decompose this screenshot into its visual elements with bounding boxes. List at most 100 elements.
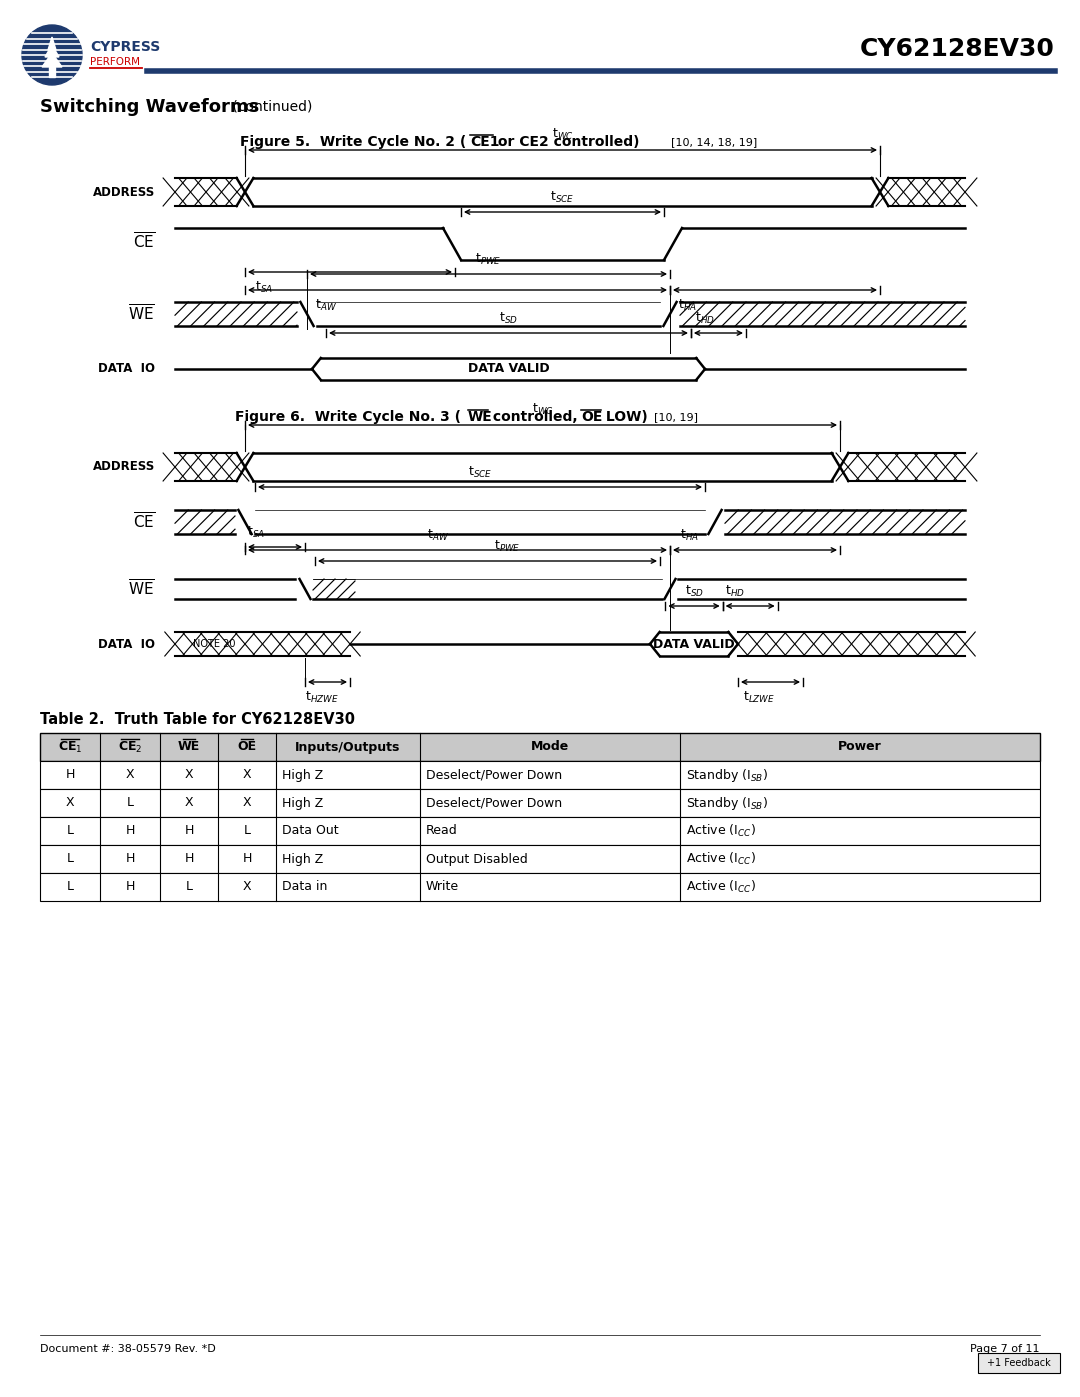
Text: H: H: [185, 852, 193, 866]
Polygon shape: [49, 67, 55, 77]
Text: t$_{WC}$: t$_{WC}$: [552, 127, 573, 142]
Text: t$_{SD}$: t$_{SD}$: [685, 584, 703, 599]
Text: H: H: [242, 852, 252, 866]
Text: H: H: [125, 880, 135, 894]
Text: t$_{HZWE}$: t$_{HZWE}$: [305, 690, 339, 705]
Text: L: L: [243, 824, 251, 837]
Text: t$_{HD}$: t$_{HD}$: [694, 312, 715, 326]
Text: Active (I$_{CC}$): Active (I$_{CC}$): [686, 879, 756, 895]
Text: Output Disabled: Output Disabled: [426, 852, 528, 866]
Text: OE: OE: [581, 409, 603, 425]
Text: Switching Waveforms: Switching Waveforms: [40, 98, 259, 116]
Text: controlled,: controlled,: [488, 409, 582, 425]
Bar: [40, 761, 1040, 789]
Text: Read: Read: [426, 824, 458, 837]
Bar: [978, 1354, 1059, 1373]
Text: OE: OE: [238, 740, 257, 753]
Bar: [40, 845, 1040, 873]
Text: Data in: Data in: [282, 880, 327, 894]
Text: t$_{PWE}$: t$_{PWE}$: [495, 539, 521, 555]
Text: H: H: [125, 824, 135, 837]
Text: ADDRESS: ADDRESS: [93, 461, 156, 474]
Text: Standby (I$_{SB}$): Standby (I$_{SB}$): [686, 795, 768, 812]
Text: Figure 6.  Write Cycle No. 3 (: Figure 6. Write Cycle No. 3 (: [235, 409, 461, 425]
Text: CE1: CE1: [470, 136, 499, 149]
Text: Data Out: Data Out: [282, 824, 339, 837]
Text: Write: Write: [426, 880, 459, 894]
Text: t$_{PWE}$: t$_{PWE}$: [475, 251, 502, 267]
Text: Power: Power: [838, 740, 882, 753]
Bar: [40, 873, 1040, 901]
Text: +1 Feedback: +1 Feedback: [987, 1358, 1051, 1368]
Text: $\overline{\mathrm{CE}}$: $\overline{\mathrm{CE}}$: [133, 232, 156, 251]
Text: [10, 14, 18, 19]: [10, 14, 18, 19]: [671, 137, 757, 147]
Text: WE: WE: [178, 740, 200, 753]
Text: NOTE 20: NOTE 20: [193, 638, 235, 650]
Text: Page 7 of 11: Page 7 of 11: [971, 1344, 1040, 1354]
Text: L: L: [67, 852, 73, 866]
Text: L: L: [126, 796, 134, 809]
Text: L: L: [67, 824, 73, 837]
Text: Figure 5.  Write Cycle No. 2 (: Figure 5. Write Cycle No. 2 (: [240, 136, 467, 149]
Text: or CE2 controlled): or CE2 controlled): [492, 136, 645, 149]
Text: t$_{AW}$: t$_{AW}$: [315, 298, 337, 313]
Text: DATA VALID: DATA VALID: [653, 637, 734, 651]
Text: L: L: [67, 880, 73, 894]
Text: H: H: [65, 768, 75, 781]
Text: t$_{SD}$: t$_{SD}$: [499, 312, 518, 326]
Text: [10, 19]: [10, 19]: [654, 412, 698, 422]
Text: X: X: [243, 796, 252, 809]
Polygon shape: [42, 53, 62, 67]
Text: X: X: [243, 880, 252, 894]
Text: X: X: [185, 768, 193, 781]
Text: X: X: [125, 768, 134, 781]
Text: PERFORM: PERFORM: [90, 57, 140, 67]
Text: Active (I$_{CC}$): Active (I$_{CC}$): [686, 851, 756, 868]
Text: X: X: [243, 768, 252, 781]
Text: $\overline{\mathrm{WE}}$: $\overline{\mathrm{WE}}$: [129, 578, 156, 599]
Text: X: X: [66, 796, 75, 809]
Text: Deselect/Power Down: Deselect/Power Down: [426, 768, 562, 781]
Text: t$_{SA}$: t$_{SA}$: [255, 279, 273, 295]
Text: DATA  IO: DATA IO: [98, 362, 156, 376]
Text: (continued): (continued): [228, 101, 312, 115]
Text: t$_{LZWE}$: t$_{LZWE}$: [743, 690, 775, 705]
Text: WE: WE: [468, 409, 492, 425]
Text: LOW): LOW): [600, 409, 648, 425]
Text: Standby (I$_{SB}$): Standby (I$_{SB}$): [686, 767, 768, 784]
Circle shape: [22, 25, 82, 85]
Text: L: L: [186, 880, 192, 894]
Text: DATA  IO: DATA IO: [98, 637, 156, 651]
Text: CE$_2$: CE$_2$: [118, 739, 143, 754]
Text: DATA VALID: DATA VALID: [468, 362, 550, 376]
Text: $\overline{\mathrm{WE}}$: $\overline{\mathrm{WE}}$: [129, 305, 156, 324]
Text: Active (I$_{CC}$): Active (I$_{CC}$): [686, 823, 756, 840]
Text: H: H: [125, 852, 135, 866]
Bar: [40, 817, 1040, 845]
Text: t$_{HA}$: t$_{HA}$: [680, 528, 699, 543]
Text: X: X: [185, 796, 193, 809]
Text: High Z: High Z: [282, 852, 323, 866]
Bar: [40, 733, 1040, 761]
Text: t$_{SCE}$: t$_{SCE}$: [551, 190, 575, 205]
Text: High Z: High Z: [282, 796, 323, 809]
Text: t$_{WC}$: t$_{WC}$: [531, 402, 553, 416]
Text: t$_{AW}$: t$_{AW}$: [427, 528, 448, 543]
Text: t$_{HD}$: t$_{HD}$: [725, 584, 744, 599]
Bar: [40, 789, 1040, 817]
Text: $\overline{\mathrm{CE}}$: $\overline{\mathrm{CE}}$: [133, 511, 156, 532]
Text: Document #: 38-05579 Rev. *D: Document #: 38-05579 Rev. *D: [40, 1344, 216, 1354]
Text: CY62128EV30: CY62128EV30: [860, 36, 1055, 61]
Text: Mode: Mode: [531, 740, 569, 753]
Text: t$_{SA}$: t$_{SA}$: [247, 525, 265, 541]
Text: ADDRESS: ADDRESS: [93, 186, 156, 198]
Text: High Z: High Z: [282, 768, 323, 781]
Text: H: H: [185, 824, 193, 837]
Polygon shape: [48, 36, 56, 50]
Text: t$_{HA}$: t$_{HA}$: [678, 298, 697, 313]
Text: Inputs/Outputs: Inputs/Outputs: [295, 740, 401, 753]
Text: Deselect/Power Down: Deselect/Power Down: [426, 796, 562, 809]
Text: CE$_1$: CE$_1$: [57, 739, 82, 754]
Text: CYPRESS: CYPRESS: [90, 41, 160, 54]
Polygon shape: [45, 45, 59, 57]
